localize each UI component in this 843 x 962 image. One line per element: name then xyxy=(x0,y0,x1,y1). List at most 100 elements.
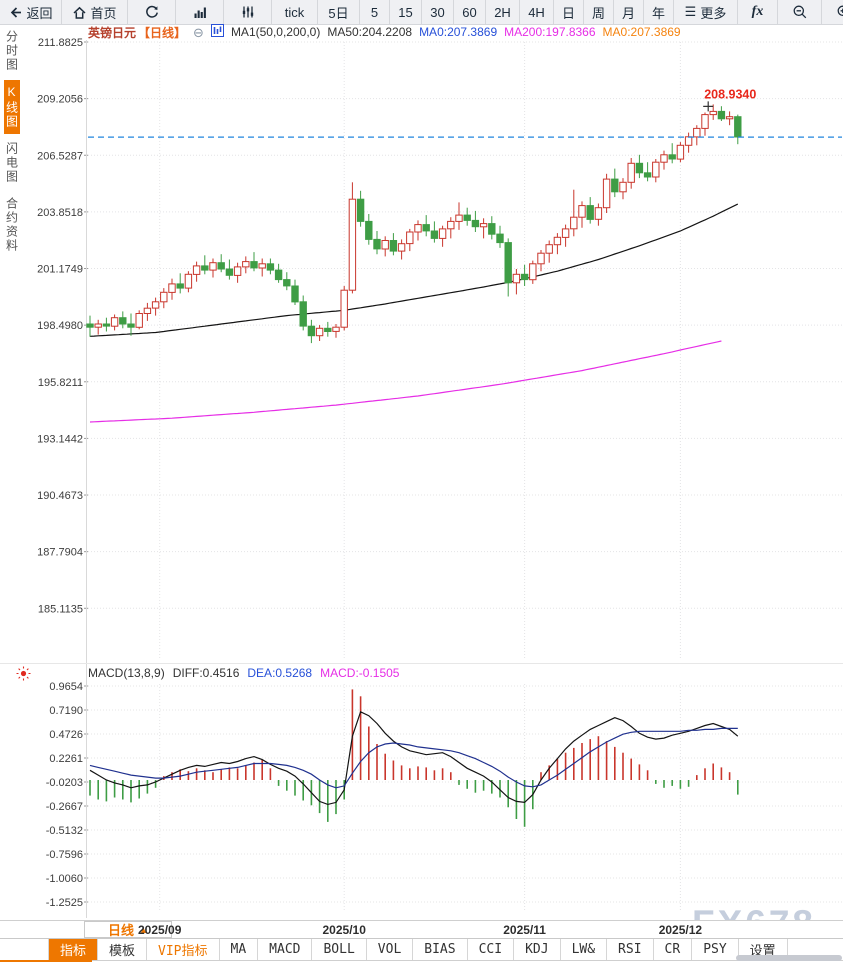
toolbar-button-label: 60 xyxy=(462,4,477,20)
horizontal-scrollbar-thumb[interactable] xyxy=(736,955,842,961)
toolbar-button-周[interactable]: 周 xyxy=(584,0,614,24)
tab-指标[interactable]: 指标 xyxy=(49,939,99,960)
tab-LW&[interactable]: LW& xyxy=(561,939,608,960)
tab-VIP指标[interactable]: VIP指标 xyxy=(147,939,220,960)
tab-RSI[interactable]: RSI xyxy=(607,939,654,960)
x-axis-label: 2025/10 xyxy=(322,923,366,937)
svg-text:187.7904: 187.7904 xyxy=(37,547,83,559)
svg-text:-1.0060: -1.0060 xyxy=(46,873,83,885)
svg-text:203.8518: 203.8518 xyxy=(37,207,83,219)
rail-item-合约资料[interactable]: 合约资料 xyxy=(4,197,19,253)
tab-PSY[interactable]: PSY xyxy=(692,939,739,960)
refresh-icon xyxy=(144,4,160,20)
triangle-up-icon: ▲ xyxy=(139,924,148,935)
toolbar-button-candlestick-sliders[interactable] xyxy=(224,0,272,24)
rail-item-分时图[interactable]: 分时图 xyxy=(4,30,19,72)
x-axis-row: 日线 ▲ 2025/09 2025/10 2025/11 2025/12 xyxy=(0,920,843,939)
toolbar-button-fx[interactable]: fx xyxy=(738,0,778,24)
toolbar-button-5[interactable]: 5 xyxy=(360,0,390,24)
candlestick-sliders-icon xyxy=(240,4,256,20)
toolbar-button-2H[interactable]: 2H xyxy=(486,0,520,24)
toolbar-button-bar-chart[interactable] xyxy=(176,0,224,24)
toolbar-button-zoom-out[interactable] xyxy=(778,0,822,24)
macd-macd-value: MACD:-0.1505 xyxy=(320,665,400,680)
zoom-in-icon xyxy=(836,4,843,20)
svg-text:0.7190: 0.7190 xyxy=(49,705,83,717)
macd-dea-value: DEA:0.5268 xyxy=(247,665,313,680)
toolbar-button-zoom-in[interactable] xyxy=(822,0,843,24)
toolbar-button-back[interactable]: 返回 xyxy=(0,0,62,24)
rail-item-闪电图[interactable]: 闪电图 xyxy=(4,142,19,184)
indicator-tabbar: 指标 模板 VIP指标 MA MACD BOLL VOL BIAS CCI KDJ LW& RSI CR… xyxy=(0,938,843,961)
collapse-indicator-icon[interactable]: ⊖ xyxy=(193,24,204,40)
x-axis-label: 2025/11 xyxy=(503,923,546,937)
indicator-settings-icon[interactable] xyxy=(16,666,31,686)
toolbar-button-30[interactable]: 30 xyxy=(422,0,454,24)
tab-MA[interactable]: MA xyxy=(220,939,259,960)
toolbar-button-label: 30 xyxy=(430,4,445,20)
tab-VOL[interactable]: VOL xyxy=(367,939,414,960)
toolbar-button-5日[interactable]: 5日 xyxy=(318,0,360,24)
toolbar-button-menu[interactable]: ☰ 更多 xyxy=(674,0,738,24)
svg-text:206.5287: 206.5287 xyxy=(37,150,83,162)
tabbar-spacer xyxy=(0,939,49,960)
toolbar-button-label: 更多 xyxy=(700,5,727,21)
active-tab-underline xyxy=(0,960,92,962)
toolbar-button-home[interactable]: 首页 xyxy=(62,0,128,24)
toolbar-button-60[interactable]: 60 xyxy=(454,0,486,24)
toolbar-button-label: 4H xyxy=(528,4,545,20)
toolbar-button-tick[interactable]: tick xyxy=(272,0,318,24)
toolbar-button-label: 年 xyxy=(651,5,665,21)
toolbar-button-4H[interactable]: 4H xyxy=(520,0,554,24)
tab-KDJ[interactable]: KDJ xyxy=(514,939,561,960)
x-axis-label: 2025/12 xyxy=(658,923,703,937)
toolbar-button-label: 返回 xyxy=(26,5,53,21)
svg-text:201.1749: 201.1749 xyxy=(37,264,83,276)
svg-text:211.8825: 211.8825 xyxy=(38,37,83,49)
macd-diff-value: DIFF:0.4516 xyxy=(172,665,240,680)
ma-params: MA1(50,0,200,0) xyxy=(230,25,321,39)
tab-CR[interactable]: CR xyxy=(654,939,693,960)
svg-text:-0.2667: -0.2667 xyxy=(46,801,83,813)
toolbar-button-label: 首页 xyxy=(90,5,117,21)
toolbar-button-label: 2H xyxy=(494,4,511,20)
tab-BIAS[interactable]: BIAS xyxy=(413,939,468,960)
fx-icon: fx xyxy=(751,4,764,19)
toolbar-button-label: 日 xyxy=(561,5,575,21)
toolbar-button-refresh[interactable] xyxy=(128,0,176,24)
tab-MACD[interactable]: MACD xyxy=(258,939,313,960)
period-selector-button[interactable]: 日线 ▲ xyxy=(84,921,172,938)
tab-模板[interactable]: 模板 xyxy=(98,939,148,960)
toolbar-button-label: 月 xyxy=(621,5,635,21)
svg-text:209.2056: 209.2056 xyxy=(37,94,83,106)
x-axis-label: 2025/09 xyxy=(137,923,182,937)
period-label: 【日线】 xyxy=(138,25,187,40)
toolbar-button-15[interactable]: 15 xyxy=(390,0,422,24)
tab-BOLL[interactable]: BOLL xyxy=(312,939,367,960)
svg-text:-0.7596: -0.7596 xyxy=(46,849,83,861)
svg-text:0.4726: 0.4726 xyxy=(49,729,83,741)
chart-type-rail: 分时图 K线图闪电图合约资料 xyxy=(0,25,23,258)
toolbar-button-日[interactable]: 日 xyxy=(554,0,584,24)
menu-icon: ☰ xyxy=(684,4,697,19)
svg-text:-0.5132: -0.5132 xyxy=(46,825,83,837)
svg-text:190.4673: 190.4673 xyxy=(37,490,83,502)
toolbar-button-年[interactable]: 年 xyxy=(644,0,674,24)
ma50-value: MA50:204.2208 xyxy=(327,25,413,39)
svg-text:185.1135: 185.1135 xyxy=(38,603,83,615)
ma0-orange-value: MA0:207.3869 xyxy=(602,25,681,39)
main-chart-legend: 英镑日元 【日线】 ⊖ MA1(50,0,200,0) MA50:204.2208… xyxy=(88,24,681,40)
bar-chart-icon xyxy=(192,4,208,20)
home-icon xyxy=(72,5,87,20)
tab-CCI[interactable]: CCI xyxy=(468,939,515,960)
macd-legend: MACD(13,8,9) DIFF:0.4516 DEA:0.5268 MACD… xyxy=(88,665,400,680)
svg-text:-1.2525: -1.2525 xyxy=(46,897,83,909)
toolbar-button-月[interactable]: 月 xyxy=(614,0,644,24)
back-icon xyxy=(8,5,23,20)
svg-text:-0.0203: -0.0203 xyxy=(46,777,83,789)
rail-item-K线图[interactable]: K线图 xyxy=(3,80,20,134)
svg-text:198.4980: 198.4980 xyxy=(37,320,83,332)
macd-params: MACD(13,8,9) xyxy=(88,665,165,680)
